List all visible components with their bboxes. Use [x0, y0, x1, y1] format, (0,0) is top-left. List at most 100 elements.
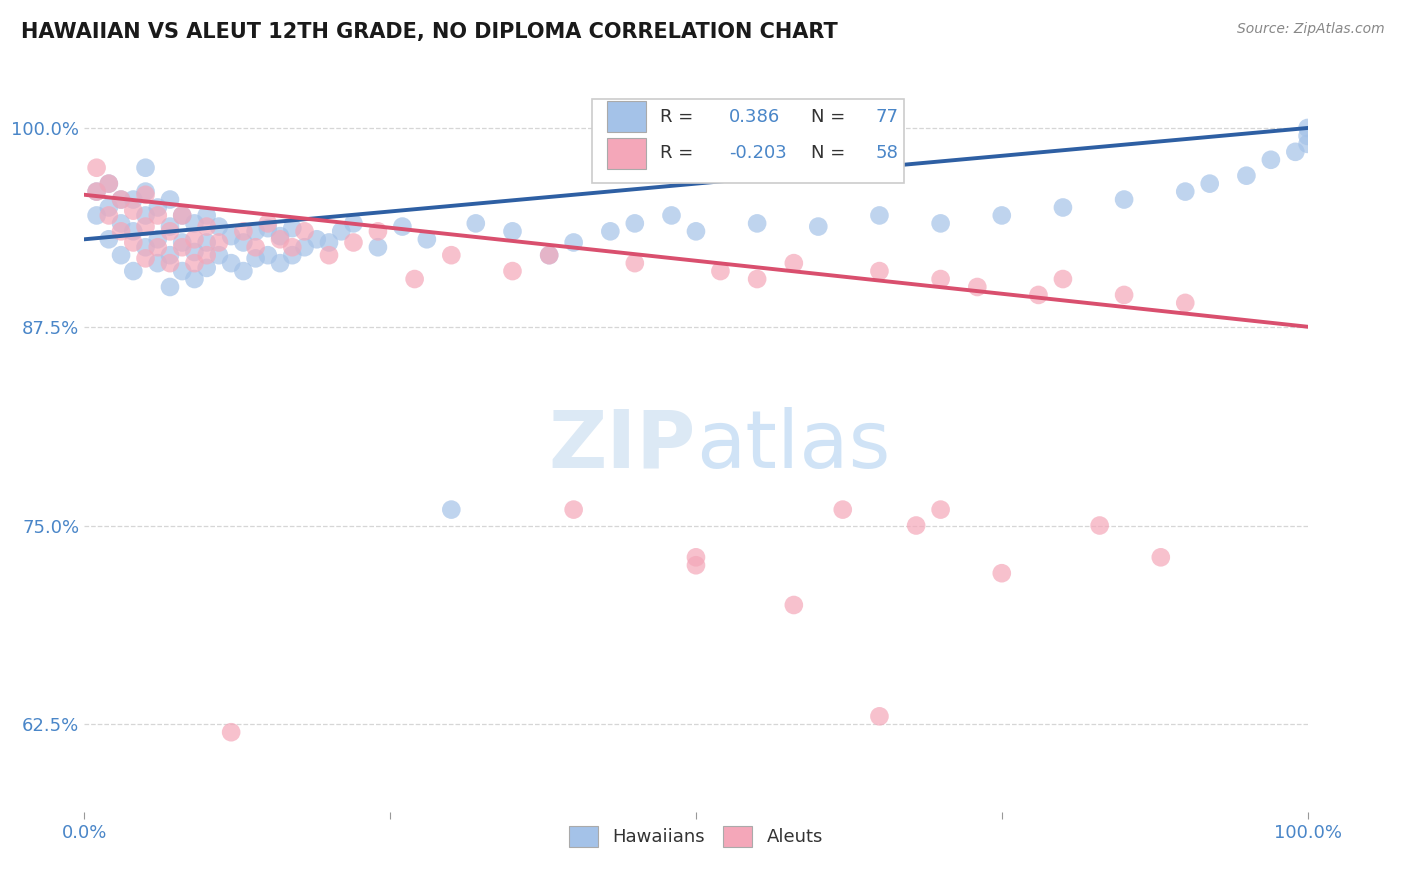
Point: [391, 219, 413, 234]
Point: [269, 232, 291, 246]
Text: -0.203: -0.203: [728, 145, 787, 162]
Point: [1114, 193, 1136, 207]
Point: [135, 187, 157, 202]
FancyBboxPatch shape: [606, 138, 645, 169]
Point: [245, 240, 267, 254]
Point: [159, 248, 181, 262]
Point: [281, 240, 304, 254]
Point: [122, 224, 145, 238]
Point: [195, 209, 218, 223]
Text: N =: N =: [811, 145, 851, 162]
Point: [1296, 120, 1319, 135]
Point: [110, 193, 132, 207]
Point: [97, 177, 120, 191]
Point: [294, 224, 316, 238]
Point: [219, 256, 242, 270]
Point: [195, 248, 218, 262]
Point: [281, 248, 304, 262]
Point: [294, 240, 316, 254]
Point: [783, 256, 806, 270]
Point: [1198, 177, 1220, 191]
Point: [219, 725, 242, 739]
Point: [1296, 136, 1319, 151]
Point: [440, 502, 463, 516]
Point: [747, 272, 769, 286]
Point: [440, 248, 463, 262]
Point: [1236, 169, 1258, 183]
Point: [342, 216, 364, 230]
Point: [318, 248, 340, 262]
Point: [135, 252, 157, 266]
Point: [869, 709, 891, 723]
Point: [122, 235, 145, 250]
Text: 0.386: 0.386: [728, 108, 780, 126]
Point: [869, 264, 891, 278]
Point: [195, 235, 218, 250]
Point: [110, 248, 132, 262]
Point: [685, 550, 707, 565]
Point: [208, 235, 231, 250]
Point: [367, 224, 389, 238]
Point: [562, 235, 585, 250]
Point: [1296, 128, 1319, 143]
FancyBboxPatch shape: [606, 102, 645, 132]
Point: [135, 240, 157, 254]
Point: [97, 177, 120, 191]
Text: HAWAIIAN VS ALEUT 12TH GRADE, NO DIPLOMA CORRELATION CHART: HAWAIIAN VS ALEUT 12TH GRADE, NO DIPLOMA…: [21, 22, 838, 42]
Point: [1052, 272, 1074, 286]
Point: [747, 216, 769, 230]
Point: [232, 264, 254, 278]
Point: [86, 161, 108, 175]
Point: [208, 248, 231, 262]
Point: [208, 219, 231, 234]
Point: [135, 209, 157, 223]
Point: [416, 232, 439, 246]
Point: [305, 232, 328, 246]
Point: [146, 240, 169, 254]
Point: [183, 256, 205, 270]
Point: [172, 209, 194, 223]
Point: [599, 224, 621, 238]
Point: [1260, 153, 1282, 167]
Point: [538, 248, 561, 262]
Point: [122, 193, 145, 207]
Point: [183, 232, 205, 246]
Point: [97, 232, 120, 246]
Point: [86, 185, 108, 199]
Text: 77: 77: [876, 108, 898, 126]
Point: [146, 256, 169, 270]
Point: [183, 245, 205, 260]
Point: [330, 224, 353, 238]
Point: [135, 185, 157, 199]
Point: [257, 248, 280, 262]
Text: R =: R =: [661, 145, 700, 162]
Point: [122, 203, 145, 218]
Point: [86, 209, 108, 223]
FancyBboxPatch shape: [592, 99, 904, 183]
Text: N =: N =: [811, 108, 851, 126]
Point: [929, 272, 952, 286]
Point: [232, 224, 254, 238]
Point: [1174, 185, 1197, 199]
Text: Source: ZipAtlas.com: Source: ZipAtlas.com: [1237, 22, 1385, 37]
Point: [159, 219, 181, 234]
Point: [97, 209, 120, 223]
Point: [146, 232, 169, 246]
Point: [929, 502, 952, 516]
Point: [172, 209, 194, 223]
Point: [257, 221, 280, 235]
Point: [146, 209, 169, 223]
Point: [195, 219, 218, 234]
Point: [122, 264, 145, 278]
Legend: Hawaiians, Aleuts: Hawaiians, Aleuts: [562, 819, 830, 854]
Point: [929, 216, 952, 230]
Point: [807, 219, 830, 234]
Point: [1174, 296, 1197, 310]
Point: [342, 235, 364, 250]
Point: [991, 209, 1014, 223]
Point: [502, 264, 524, 278]
Point: [1284, 145, 1306, 159]
Point: [538, 248, 561, 262]
Point: [404, 272, 426, 286]
Point: [991, 566, 1014, 581]
